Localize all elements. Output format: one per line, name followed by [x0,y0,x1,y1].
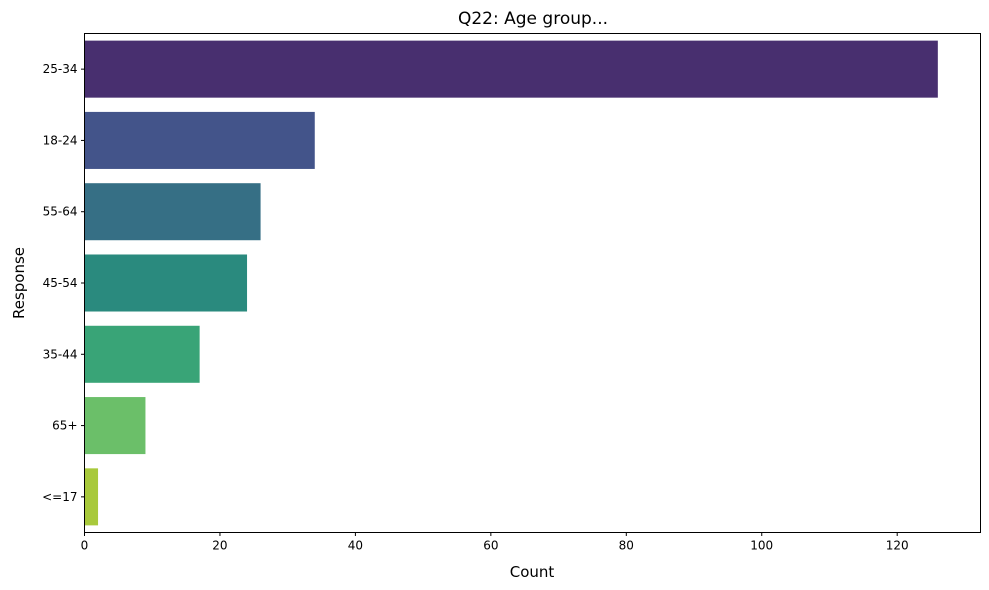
x-tick-label: 60 [483,539,498,553]
y-tick-label: 25-34 [43,62,78,76]
bar-45-54 [84,254,248,312]
bar-35-44 [84,325,200,383]
bars-layer [84,40,938,526]
bar-18-24 [84,111,315,169]
y-tick-label: 35-44 [43,347,78,361]
y-tick-label: 55-64 [43,205,78,219]
bar-55-64 [84,183,261,241]
x-tick-label: 20 [212,539,227,553]
chart-title: Q22: Age group... [458,9,608,29]
bar-65+ [84,397,146,455]
y-tick-label: 65+ [52,419,77,433]
bar-25-34 [84,40,938,98]
y-axis-title: Response [10,247,28,319]
y-tick-label: <=17 [42,490,77,504]
x-tick-label: 40 [348,539,363,553]
x-tick-label: 80 [619,539,634,553]
ticks-layer: 25-34 18-24 55-64 45-54 35-44 65+ <=17 0 20 40 60 8… [42,62,909,552]
x-tick-label: 100 [750,539,773,553]
x-tick-label: 0 [81,539,89,553]
plot-frame [84,33,981,533]
y-tick-label: 18-24 [43,133,78,147]
x-tick-label: 120 [886,539,909,553]
bar-<=17 [84,468,99,526]
y-tick-label: 45-54 [43,276,78,290]
x-axis-title: Count [510,563,555,581]
